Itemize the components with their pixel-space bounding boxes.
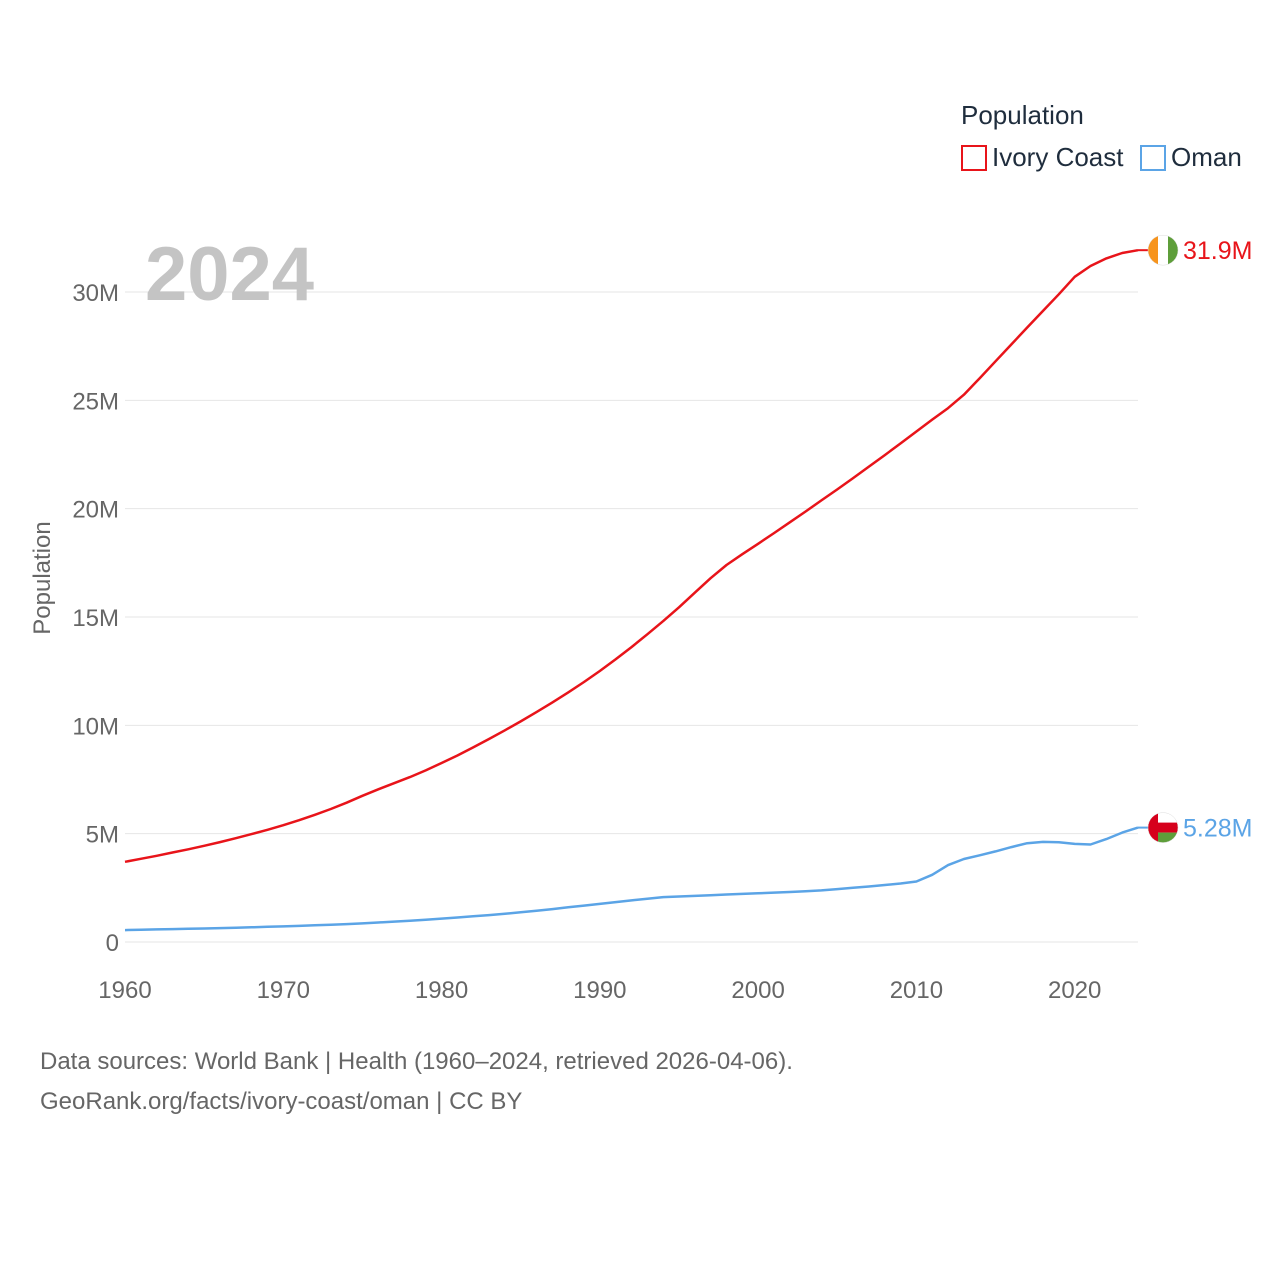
year-watermark: 2024 bbox=[145, 232, 314, 317]
x-axis-ticks: 1960 1970 1980 1990 2000 2010 2020 bbox=[98, 977, 1101, 1004]
y-tick-label: 20M bbox=[72, 497, 119, 524]
footer-source: Data sources: World Bank | Health (1960–… bbox=[40, 1048, 793, 1075]
end-markers: 31.9M 5.28M bbox=[1138, 234, 1252, 843]
y-tick-label: 10M bbox=[72, 713, 119, 740]
x-tick-label: 1980 bbox=[415, 977, 468, 1004]
series-lines bbox=[124, 248, 1139, 932]
legend-item-ivory-coast[interactable]: Ivory Coast bbox=[961, 142, 1124, 172]
end-value-label: 5.28M bbox=[1183, 815, 1252, 843]
legend-swatch-ivory-coast bbox=[961, 145, 987, 171]
series-line-ivory-coast[interactable] bbox=[124, 248, 1139, 864]
y-tick-label: 5M bbox=[86, 822, 119, 849]
y-axis-label: Population bbox=[29, 521, 56, 634]
legend-swatch-oman bbox=[1140, 145, 1166, 171]
y-axis-ticks: 0 5M 10M 15M 20M 25M 30M bbox=[72, 280, 119, 957]
y-tick-label: 25M bbox=[72, 388, 119, 415]
series-line-oman[interactable] bbox=[124, 826, 1139, 932]
x-tick-label: 1990 bbox=[573, 977, 626, 1004]
x-tick-label: 1960 bbox=[98, 977, 151, 1004]
ivory-coast-flag-icon bbox=[1147, 234, 1179, 266]
footer-link[interactable]: GeoRank.org/facts/ivory-coast/oman | CC … bbox=[40, 1088, 523, 1115]
legend-label-oman: Oman bbox=[1171, 142, 1242, 172]
x-tick-label: 2010 bbox=[890, 977, 943, 1004]
y-tick-label: 15M bbox=[72, 605, 119, 632]
x-tick-label: 1970 bbox=[257, 977, 310, 1004]
legend-item-oman[interactable]: Oman bbox=[1140, 142, 1242, 172]
x-tick-label: 2000 bbox=[731, 977, 784, 1004]
legend-title: Population bbox=[961, 100, 1084, 130]
footer: Data sources: World Bank | Health (1960–… bbox=[40, 1042, 793, 1122]
y-tick-label: 30M bbox=[72, 280, 119, 307]
legend: Population Ivory Coast Oman bbox=[961, 100, 1242, 172]
y-tick-label: 0 bbox=[106, 930, 119, 957]
end-value-label: 31.9M bbox=[1183, 237, 1252, 265]
x-tick-label: 2020 bbox=[1048, 977, 1101, 1004]
legend-label-ivory-coast: Ivory Coast bbox=[992, 142, 1124, 172]
grid-lines bbox=[125, 291, 1138, 943]
oman-flag-icon bbox=[1147, 812, 1179, 843]
